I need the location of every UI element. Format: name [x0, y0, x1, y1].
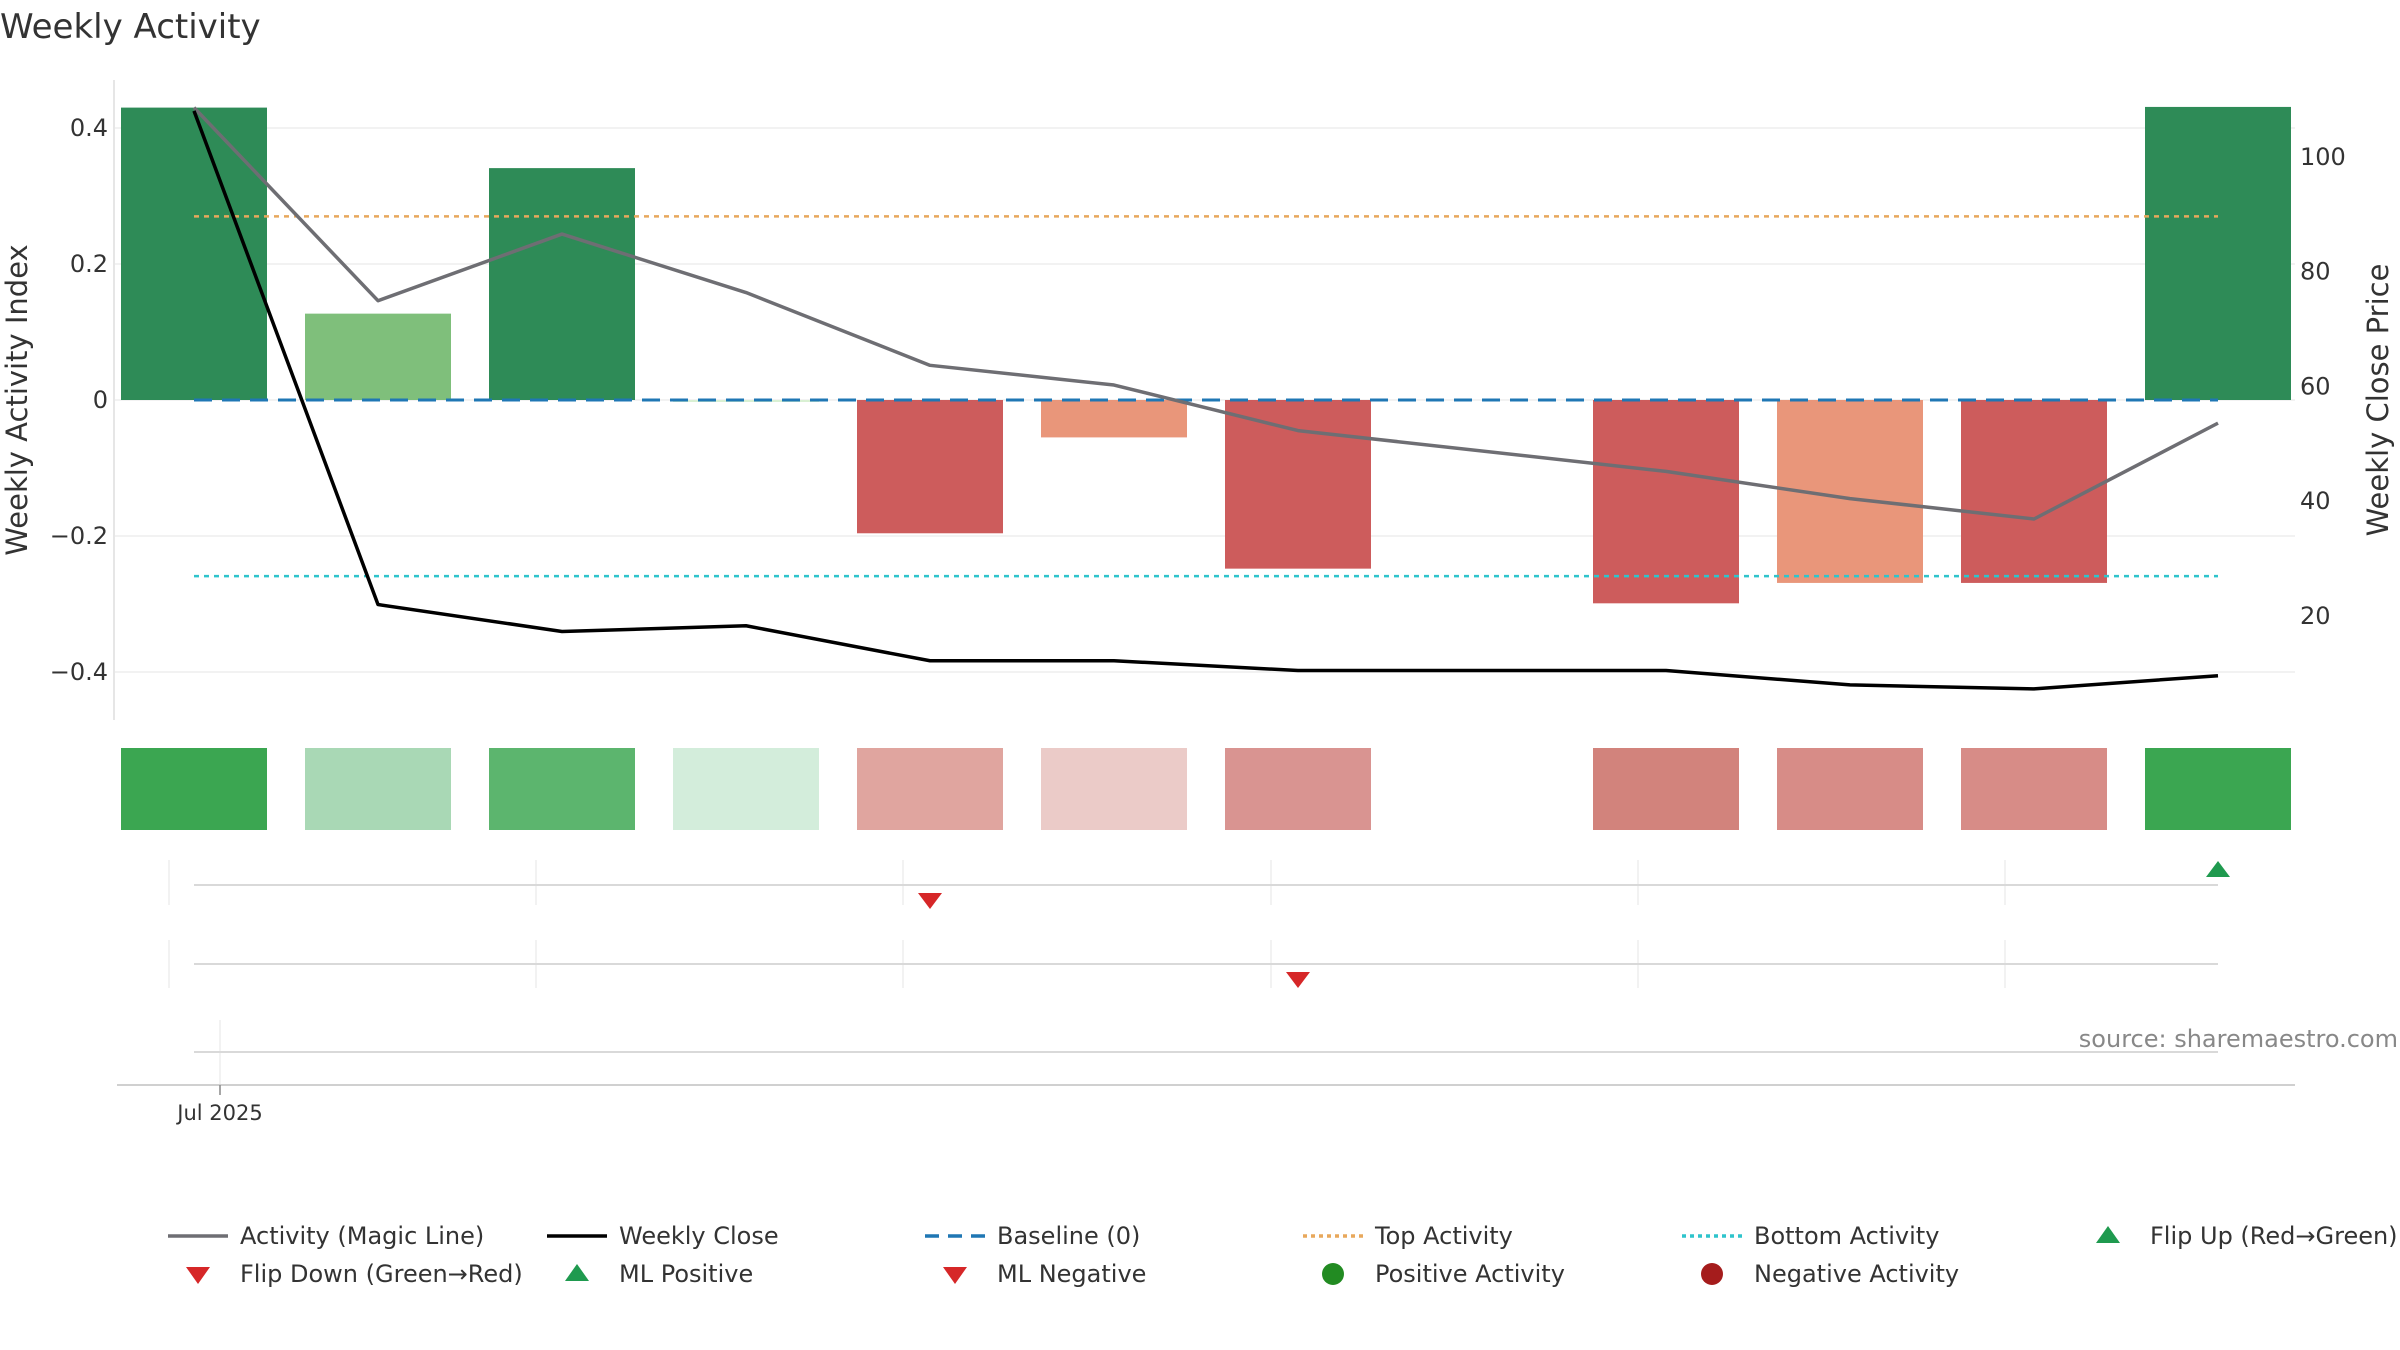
activity-bar: [1041, 400, 1187, 438]
legend-item: Activity (Magic Line): [168, 1222, 484, 1250]
legend-label: ML Negative: [997, 1260, 1146, 1288]
y2-tick-label: 40: [2300, 487, 2331, 515]
heat-strip-cell: [1225, 748, 1371, 830]
heat-strip-cell: [305, 748, 451, 830]
y-axis-label: Weekly Activity Index: [0, 244, 34, 555]
legend-swatch: [1701, 1263, 1723, 1285]
y2-tick-label: 80: [2300, 258, 2331, 286]
legend-label: Bottom Activity: [1754, 1222, 1939, 1250]
heat-strip-cell: [489, 748, 635, 830]
ml-negative-marker: [1286, 972, 1310, 988]
heat-strip-cell: [857, 748, 1003, 830]
y2-axis-label: Weekly Close Price: [2361, 264, 2395, 537]
legend-item: ML Negative: [943, 1260, 1146, 1288]
legend-label: Flip Up (Red→Green): [2150, 1222, 2398, 1250]
legend-item: Bottom Activity: [1682, 1222, 1939, 1250]
legend-label: Weekly Close: [619, 1222, 779, 1250]
heat-strip-cell: [1777, 748, 1923, 830]
heat-strip-cell: [2145, 748, 2291, 830]
legend-item: Weekly Close: [547, 1222, 779, 1250]
y2-tick-label: 100: [2300, 143, 2346, 171]
activity-bar: [305, 313, 451, 400]
legend-label: Activity (Magic Line): [240, 1222, 484, 1250]
activity-bar: [673, 400, 819, 402]
activity-bar: [1961, 400, 2107, 583]
activity-bar: [1225, 400, 1371, 569]
heat-strip-cell: [1593, 748, 1739, 830]
magic-line-series: [192, 106, 2219, 521]
legend-swatch: [943, 1267, 967, 1284]
legend-item: ML Positive: [565, 1260, 753, 1288]
activity-bar: [1593, 400, 1739, 604]
y2-tick-label: 20: [2300, 602, 2331, 630]
source-note: source: sharemaestro.com: [2079, 1025, 2398, 1053]
legend-label: Positive Activity: [1375, 1260, 1565, 1288]
y-tick-label: −0.2: [50, 522, 108, 550]
y-tick-label: 0.2: [70, 250, 108, 278]
activity-bar: [857, 400, 1003, 534]
heat-strip-cell: [1961, 748, 2107, 830]
x-tick-label: Jul 2025: [175, 1101, 262, 1125]
legend-label: Flip Down (Green→Red): [240, 1260, 523, 1288]
legend-item: Baseline (0): [925, 1222, 1140, 1250]
chart-title: Weekly Activity: [0, 7, 261, 47]
activity-bar: [2145, 106, 2291, 401]
y-tick-label: 0.4: [70, 114, 108, 142]
legend-swatch: [186, 1267, 210, 1284]
activity-bar: [121, 107, 267, 400]
weekly-close-series: [192, 110, 2219, 691]
legend-swatch: [1322, 1263, 1344, 1285]
y-tick-label: −0.4: [50, 658, 108, 686]
legend-item: Flip Up (Red→Green): [2096, 1222, 2398, 1250]
legend-swatch: [565, 1264, 589, 1281]
heat-strip-cell: [673, 748, 819, 830]
heat-strip-cell: [121, 748, 267, 830]
legend-label: Top Activity: [1374, 1222, 1513, 1250]
legend-label: Baseline (0): [997, 1222, 1140, 1250]
heat-strip-cell: [1041, 748, 1187, 830]
flip-down-marker: [918, 893, 942, 909]
y-tick-label: 0: [93, 386, 108, 414]
legend-item: Positive Activity: [1322, 1260, 1565, 1288]
legend-item: Top Activity: [1303, 1222, 1513, 1250]
legend-label: ML Positive: [619, 1260, 753, 1288]
legend-label: Negative Activity: [1754, 1260, 1959, 1288]
y2-tick-label: 60: [2300, 372, 2331, 400]
activity-bar: [489, 168, 635, 400]
legend-item: Flip Down (Green→Red): [186, 1260, 523, 1288]
legend-swatch: [2096, 1226, 2120, 1243]
legend-item: Negative Activity: [1701, 1260, 1959, 1288]
flip-up-marker: [2206, 861, 2230, 877]
